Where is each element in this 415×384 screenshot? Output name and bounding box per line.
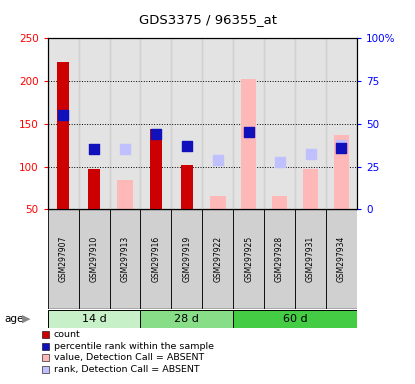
Bar xyxy=(48,209,79,309)
Text: value, Detection Call = ABSENT: value, Detection Call = ABSENT xyxy=(54,353,204,362)
Bar xyxy=(140,38,171,209)
Point xyxy=(153,131,159,137)
Bar xyxy=(140,209,171,309)
Bar xyxy=(181,165,193,209)
Point xyxy=(91,146,98,152)
Bar xyxy=(326,38,357,209)
Bar xyxy=(110,38,140,209)
Text: 14 d: 14 d xyxy=(82,314,107,324)
Bar xyxy=(171,209,202,309)
Point xyxy=(245,129,252,136)
Bar xyxy=(210,197,225,209)
Bar xyxy=(303,169,318,209)
Bar xyxy=(150,129,162,209)
Text: 60 d: 60 d xyxy=(283,314,308,324)
Bar xyxy=(295,38,326,209)
Text: GSM297934: GSM297934 xyxy=(337,236,346,282)
Bar xyxy=(48,38,79,209)
Point xyxy=(215,157,221,163)
Bar xyxy=(295,209,326,309)
Text: percentile rank within the sample: percentile rank within the sample xyxy=(54,342,214,351)
Bar xyxy=(88,169,100,209)
Bar xyxy=(233,38,264,209)
Text: count: count xyxy=(54,330,81,339)
Point xyxy=(276,159,283,166)
Bar xyxy=(117,180,133,209)
Bar xyxy=(57,62,69,209)
Bar xyxy=(203,209,233,309)
Bar xyxy=(171,38,202,209)
Text: ▶: ▶ xyxy=(22,314,30,324)
Text: GSM297907: GSM297907 xyxy=(59,236,68,282)
Bar xyxy=(79,209,110,309)
Point xyxy=(60,112,66,118)
Text: GSM297919: GSM297919 xyxy=(182,236,191,282)
Text: GSM297916: GSM297916 xyxy=(151,236,161,282)
Point xyxy=(122,146,128,152)
Bar xyxy=(264,209,295,309)
Bar xyxy=(334,135,349,209)
Bar xyxy=(110,209,140,309)
Bar xyxy=(241,79,256,209)
Text: GDS3375 / 96355_at: GDS3375 / 96355_at xyxy=(139,13,276,26)
Bar xyxy=(79,38,110,209)
Text: GSM297913: GSM297913 xyxy=(120,236,129,282)
Text: rank, Detection Call = ABSENT: rank, Detection Call = ABSENT xyxy=(54,365,200,374)
Text: GSM297931: GSM297931 xyxy=(306,236,315,282)
Bar xyxy=(272,197,287,209)
Bar xyxy=(140,310,233,328)
Bar xyxy=(233,209,264,309)
Point xyxy=(338,142,345,148)
Text: GSM297928: GSM297928 xyxy=(275,236,284,282)
Bar xyxy=(203,38,233,209)
Bar xyxy=(326,209,357,309)
Text: GSM297925: GSM297925 xyxy=(244,236,253,282)
Text: age: age xyxy=(4,314,24,324)
Point xyxy=(307,151,314,157)
Text: GSM297910: GSM297910 xyxy=(90,236,99,282)
Bar xyxy=(233,310,357,328)
Bar xyxy=(48,310,140,328)
Text: GSM297922: GSM297922 xyxy=(213,236,222,282)
Point xyxy=(183,143,190,149)
Text: 28 d: 28 d xyxy=(174,314,199,324)
Point xyxy=(338,145,345,151)
Bar xyxy=(264,38,295,209)
